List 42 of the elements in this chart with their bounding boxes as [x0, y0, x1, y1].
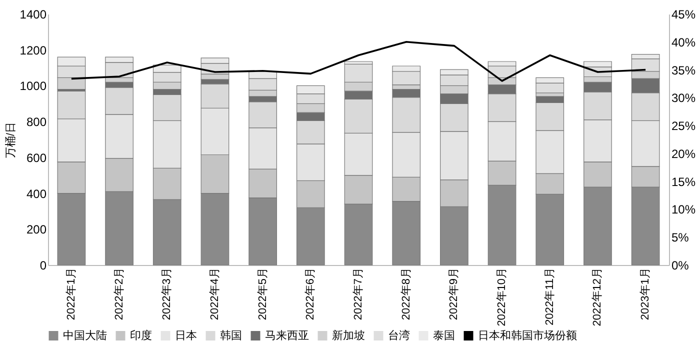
legend-label: 日本 — [175, 328, 197, 342]
y-axis-title: 万桶/日 — [4, 122, 17, 158]
legend-label: 韩国 — [220, 328, 242, 342]
x-tick-label: 2023年1月 — [640, 268, 652, 320]
legend-label: 中国大陆 — [63, 328, 107, 342]
x-tick-label: 2022年1月 — [65, 268, 78, 320]
x-tick-label: 2022年11月 — [544, 268, 556, 326]
y2-tick-label: 30% — [672, 91, 696, 106]
y2-tick-label: 0% — [672, 258, 690, 272]
x-tick-label: 2022年5月 — [256, 268, 269, 320]
x-tick-label: 2022年6月 — [304, 268, 317, 320]
x-tick-label: 2022年12月 — [592, 268, 604, 326]
x-tick-label: 2022年10月 — [496, 268, 508, 326]
y2-tick-label: 45% — [672, 8, 696, 22]
legend-label: 印度 — [130, 328, 152, 342]
y-tick-label: 400 — [26, 186, 47, 201]
x-tick-label: 2022年7月 — [352, 268, 364, 320]
y2-tick-label: 15% — [672, 174, 696, 189]
y-tick-label: 200 — [26, 222, 47, 237]
y-tick-label: 1200 — [20, 43, 47, 58]
y2-tick-label: 35% — [672, 63, 696, 78]
x-tick-label: 2022年2月 — [113, 268, 126, 320]
y-tick-label: 1000 — [20, 79, 47, 94]
x-tick-label: 2022年8月 — [400, 268, 412, 320]
y2-tick-label: 20% — [672, 146, 696, 161]
line-series — [70, 40, 646, 82]
y-tick-label: 1400 — [20, 8, 47, 22]
legend-label: 日本和韩国市场份额 — [478, 328, 577, 342]
x-tick-label: 2022年4月 — [208, 268, 221, 320]
y2-tick-label: 25% — [672, 119, 696, 134]
y-tick-label: 800 — [26, 115, 47, 130]
legend-label: 泰国 — [433, 330, 455, 342]
y-tick-label: 0 — [40, 258, 47, 272]
y-tick-label: 600 — [26, 150, 47, 165]
legend-label: 马来西亚 — [265, 328, 309, 342]
y2-tick-label: 5% — [672, 230, 690, 245]
y2-tick-label: 10% — [672, 202, 696, 217]
y2-tick-label: 40% — [672, 35, 696, 50]
legend-label: 台湾 — [388, 328, 410, 342]
x-tick-label: 2022年9月 — [448, 268, 460, 320]
legend-label: 新加坡 — [332, 328, 365, 342]
x-tick-label: 2022年3月 — [161, 268, 174, 320]
